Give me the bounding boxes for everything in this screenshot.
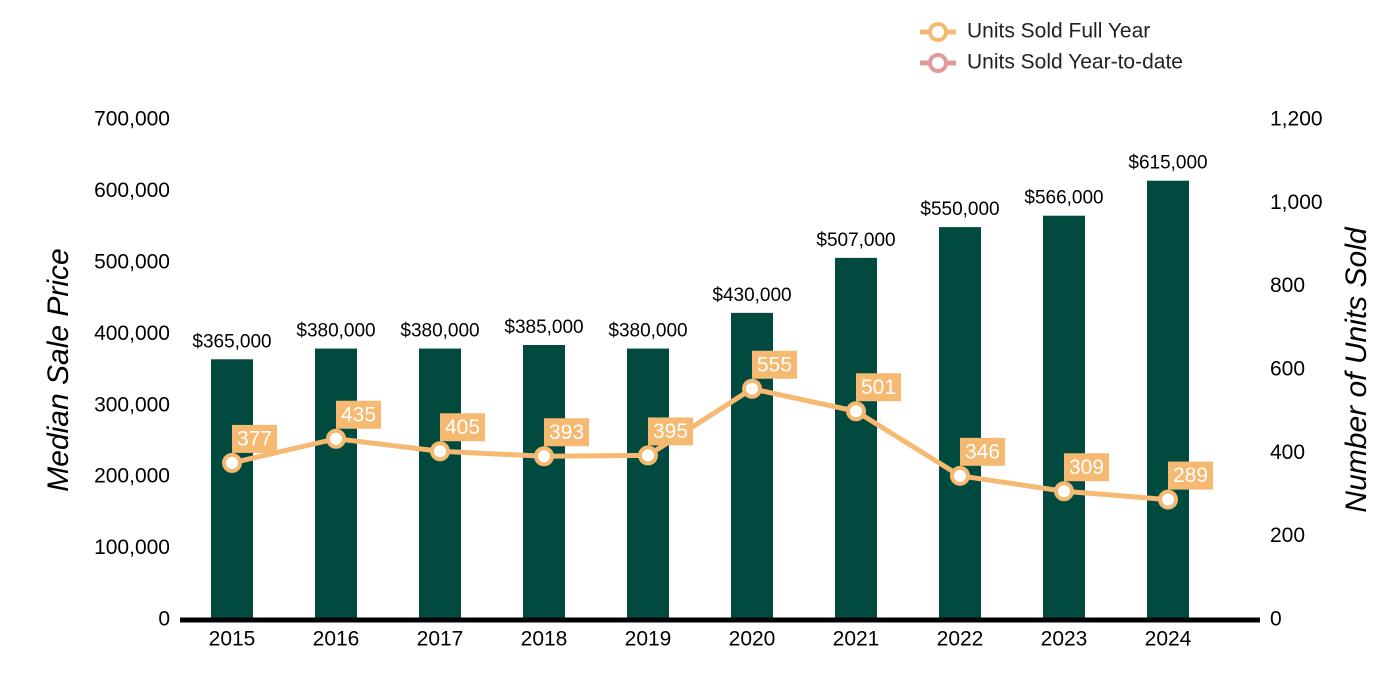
line-value-label: 405 <box>445 416 480 439</box>
x-tick-label: 2023 <box>1041 628 1088 651</box>
bar <box>211 359 253 620</box>
y-tick-label: 500,000 <box>94 250 170 273</box>
bar <box>523 345 565 620</box>
x-tick-label: 2020 <box>729 628 776 651</box>
y-tick-label: 600,000 <box>94 179 170 202</box>
line-marker <box>742 378 762 399</box>
x-tick-label: 2019 <box>625 628 672 651</box>
line-marker <box>1054 481 1074 502</box>
line-marker <box>846 401 866 422</box>
x-tick-label: 2024 <box>1145 628 1192 651</box>
bar <box>315 348 357 620</box>
y2-tick-label: 1,200 <box>1270 108 1323 131</box>
line <box>231 386 1169 503</box>
line-marker <box>1158 489 1178 510</box>
line-label-box <box>440 413 486 442</box>
y-axis-title: Median Sale Price <box>42 248 75 491</box>
y2-tick-label: 200 <box>1270 524 1305 547</box>
bar <box>939 227 981 620</box>
line-marker <box>430 441 450 462</box>
x-tick-label: 2018 <box>521 628 568 651</box>
line-value-label: 393 <box>549 421 584 444</box>
line-value-label: 435 <box>341 403 376 426</box>
line-label-box <box>648 417 694 446</box>
bar-value-label: $380,000 <box>296 321 375 342</box>
bar-value-label: $365,000 <box>192 331 271 352</box>
line-marker <box>534 446 554 467</box>
legend-label: Units Sold Full Year <box>967 20 1150 43</box>
y2-tick-label: 600 <box>1270 358 1305 381</box>
bar <box>1147 180 1189 620</box>
line-value-label: 377 <box>237 427 272 450</box>
bar <box>419 348 461 620</box>
y-tick-label: 400,000 <box>94 322 170 345</box>
legend-marker <box>928 22 948 42</box>
bar-value-label: $550,000 <box>920 199 999 220</box>
line-marker <box>222 452 242 473</box>
line-value-label: 289 <box>1173 464 1208 487</box>
x-tick-label: 2016 <box>313 628 360 651</box>
y2-tick-label: 800 <box>1270 274 1305 297</box>
line-value-label: 555 <box>757 353 792 376</box>
bar <box>835 257 877 620</box>
bar-value-label: $380,000 <box>400 321 479 342</box>
line-label-box <box>336 400 382 429</box>
bar-value-label: $507,000 <box>816 230 895 251</box>
line-value-label: 346 <box>965 440 1000 463</box>
line-label-box <box>544 418 590 447</box>
bar <box>627 348 669 620</box>
legend-marker <box>928 53 948 73</box>
line-label-box <box>960 437 1006 466</box>
line-marker <box>638 445 658 466</box>
bar-value-label: $615,000 <box>1128 153 1207 174</box>
y-tick-label: 100,000 <box>94 536 170 559</box>
x-tick-label: 2015 <box>209 628 256 651</box>
line-label-box <box>1064 453 1110 482</box>
y-tick-label: 0 <box>158 608 170 631</box>
y2-tick-label: 1,000 <box>1270 191 1323 214</box>
bar-value-label: $430,000 <box>712 285 791 306</box>
y2-tick-label: 0 <box>1270 608 1282 631</box>
y-tick-label: 200,000 <box>94 465 170 488</box>
bar-value-label: $380,000 <box>608 321 687 342</box>
line-marker <box>950 465 970 486</box>
y2-tick-label: 400 <box>1270 441 1305 464</box>
y-tick-label: 300,000 <box>94 393 170 416</box>
bar-value-label: $566,000 <box>1024 188 1103 209</box>
legend-label: Units Sold Year-to-date <box>967 51 1183 74</box>
bar-value-label: $385,000 <box>504 317 583 338</box>
x-tick-label: 2021 <box>833 628 880 651</box>
line-value-label: 395 <box>653 420 688 443</box>
bar <box>1043 215 1085 620</box>
x-tick-label: 2017 <box>417 628 464 651</box>
line-label-box <box>232 424 278 453</box>
line-value-label: 501 <box>861 376 896 399</box>
line-label-box <box>856 373 902 402</box>
y2-axis-title: Number of Units Sold <box>1340 226 1373 512</box>
line-label-box <box>1168 461 1214 490</box>
line-value-label: 309 <box>1069 456 1104 479</box>
y-tick-label: 700,000 <box>94 108 170 131</box>
x-tick-label: 2022 <box>937 628 984 651</box>
line-marker <box>326 428 346 449</box>
line-label-box <box>752 350 798 379</box>
